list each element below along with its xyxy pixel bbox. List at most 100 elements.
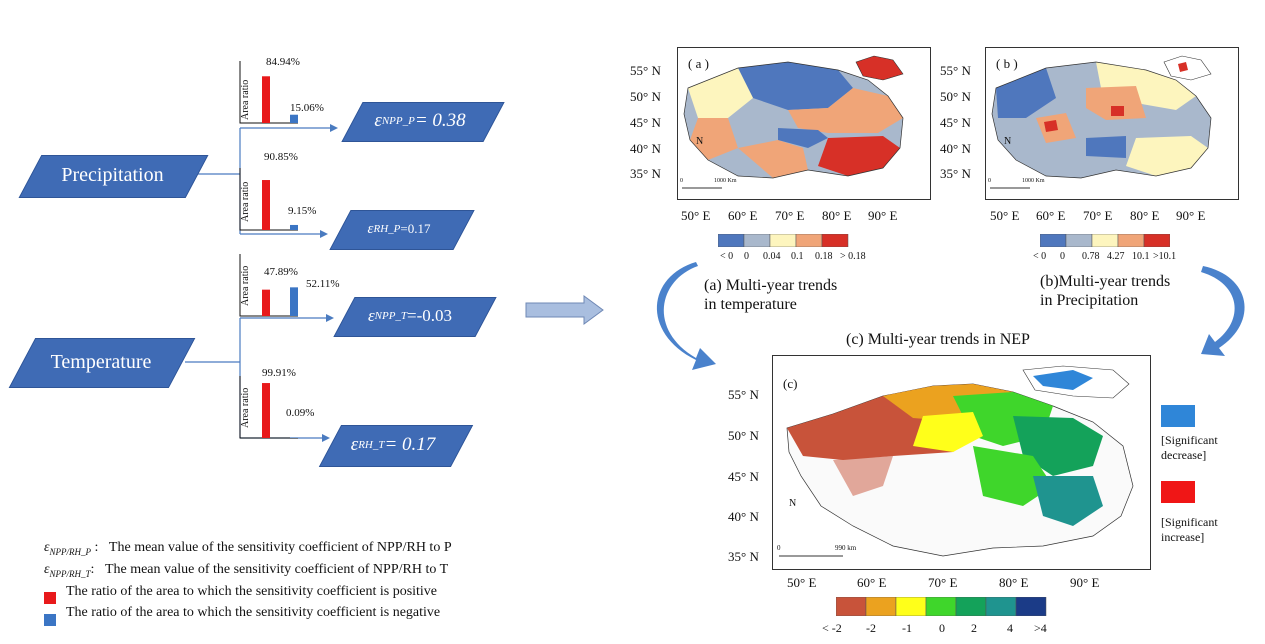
legend-row-2: εNPP/RH_T: The mean value of the sensiti… [44,562,449,579]
map-c-scale-0: 0 [777,544,781,552]
map-c-scale-990: 990 km [835,544,857,552]
cb-b-swatch-1 [1065,234,1093,247]
map-b-lat-35: 35° N [940,166,971,181]
map-b-north-arrow: N [1004,136,1012,147]
map-c-lon-60: 60° E [857,575,887,590]
sig-decrease-swatch [1161,405,1195,427]
legend-row-3: The ratio of the area to which the sensi… [66,584,438,599]
bar-negative-2 [290,224,298,230]
cb-a-lbl-1: 0 [744,251,749,262]
map-a-lat-40: 40° N [630,141,661,156]
map-c-image [779,365,1134,557]
map-b-scale-1000: 1000 Km [1022,178,1045,184]
map-a-scale-0: 0 [680,178,683,184]
map-c-title: (c) Multi-year trends in NEP [846,331,1030,348]
map-b-lat-50: 50° N [940,89,971,104]
pct-neg-1: 15.06% [290,102,324,114]
precipitation-label: Precipitation [61,164,164,186]
cb-c-swatch-4 [955,597,987,616]
axis-label-1: Area ratio [240,79,251,120]
pct-pos-2: 90.85% [264,151,298,163]
cb-a-swatch-3 [795,234,823,247]
map-c-lat-55: 55° N [728,387,759,402]
cb-a-swatch-2 [769,234,797,247]
cb-c-lbl-2: -1 [902,621,912,635]
cb-b-lbl-4: 10.1 [1132,251,1150,262]
cb-c-swatch-3 [925,597,957,616]
map-a-lon-80: 80° E [822,208,852,223]
cb-a-swatch-0 [718,234,745,247]
temperature-label: Temperature [50,350,152,373]
map-b-lat-40: 40° N [940,141,971,156]
cb-b-lbl-1: 0 [1060,251,1065,262]
cb-a-swatch-4 [821,234,849,247]
map-b-image [990,55,1212,189]
curved-arrow-left [656,262,716,370]
map-a-panel-label: ( a ) [688,56,709,71]
bar-axis-2 [239,168,298,231]
cb-c-swatch-1 [865,597,897,616]
flow-arrow-right [525,295,604,325]
pct-neg-2: 9.15% [288,205,317,217]
cb-c-lbl-1: -2 [866,621,876,635]
pct-pos-1: 84.94% [266,56,300,68]
pct-neg-4: 0.09% [286,407,315,419]
cb-c-lbl-4: 2 [971,621,977,635]
map-b-lon-80: 80° E [1130,208,1160,223]
legend-row-1: εNPP/RH_P : The mean value of the sensit… [44,540,452,557]
map-c-lon-80: 80° E [999,575,1029,590]
eps-rh-p: ε RH_P =0.17 [367,220,431,237]
cb-b-lbl-0: < 0 [1033,251,1047,262]
map-c-lat-45: 45° N [728,469,759,484]
map-b-lon-70: 70° E [1083,208,1113,223]
pct-neg-3: 52.11% [306,278,340,290]
map-a-image [682,55,904,189]
legend-positive-swatch [44,592,56,604]
map-b-colorbar [1040,234,1170,247]
cb-c-swatch-6 [1015,597,1047,616]
map-c-panel-label: (c) [783,376,798,391]
bar-positive-3 [262,289,270,316]
bar-negative-1 [290,114,298,123]
map-a-frame: ( a ) N 0 1000 Km [677,47,931,200]
cb-b-lbl-5: >10.1 [1153,251,1177,262]
map-a-lon-90: 90° E [868,208,898,223]
map-b-lat-55: 55° N [940,63,971,78]
map-c-lat-40: 40° N [728,509,759,524]
map-c-lat-50: 50° N [728,428,759,443]
map-a-lat-55: 55° N [630,63,661,78]
map-a-caption: (a) Multi-year trends in temperature [704,277,838,313]
map-c-frame: (c) N 0 990 km [772,355,1151,570]
map-a-north-arrow: N [696,136,704,147]
map-a-colorbar [718,234,849,247]
map-b-scale-0: 0 [988,178,991,184]
cb-b-swatch-3 [1117,234,1145,247]
pct-pos-3: 47.89% [264,266,298,278]
map-c-lon-50: 50° E [787,575,817,590]
map-c-lon-90: 90° E [1070,575,1100,590]
map-b-lon-90: 90° E [1176,208,1206,223]
cb-b-lbl-2: 0.78 [1082,251,1100,262]
map-a-lat-35: 35° N [630,166,661,181]
area-ratio-bars [239,61,298,439]
map-a-scale-1000: 1000 Km [714,178,737,184]
cb-c-lbl-3: 0 [939,621,945,635]
map-c-colorbar [836,597,1047,616]
cb-b-swatch-4 [1143,234,1170,247]
map-a-lon-70: 70° E [775,208,805,223]
map-b-lon-50: 50° E [990,208,1020,223]
cb-c-lbl-5: 4 [1007,621,1013,635]
pct-pos-4: 99.91% [262,367,296,379]
map-b-frame: ( b ) N 0 1000 Km [985,47,1239,200]
map-c-north-arrow: N [789,498,797,509]
map-a-lat-50: 50° N [630,89,661,104]
sig-decrease-label: [Significant decrease] [1161,433,1218,462]
map-b-lat-45: 45° N [940,115,971,130]
sig-increase-swatch [1161,481,1195,503]
map-b-lon-60: 60° E [1036,208,1066,223]
bar-positive-4 [262,383,270,438]
cb-c-lbl-0: < -2 [822,621,842,635]
cb-b-swatch-0 [1040,234,1067,247]
bar-positive-1 [262,76,270,123]
cb-b-swatch-2 [1091,234,1119,247]
